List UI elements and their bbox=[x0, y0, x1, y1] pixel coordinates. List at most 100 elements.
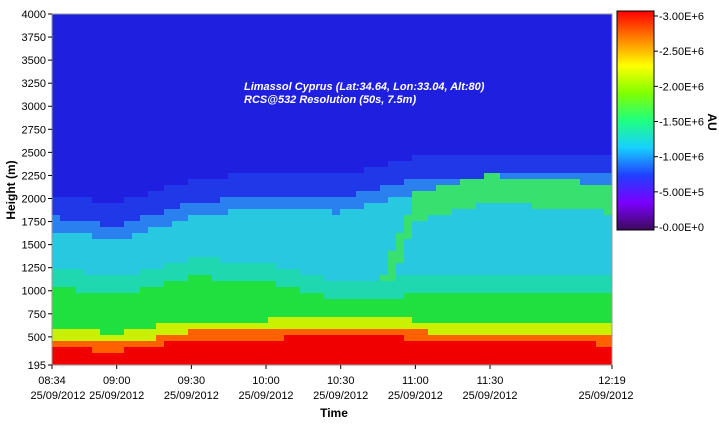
heatmap-cell bbox=[260, 329, 268, 341]
heatmap-cell bbox=[76, 341, 84, 347]
heatmap-cell bbox=[564, 275, 572, 293]
heatmap-cell bbox=[540, 155, 548, 173]
x-tick-time: 09:00 bbox=[103, 375, 131, 387]
y-axis-title: Height (m) bbox=[4, 160, 18, 219]
heatmap-cell bbox=[428, 191, 436, 215]
heatmap-cell bbox=[172, 221, 180, 263]
heatmap-cell bbox=[196, 203, 204, 215]
colorbar-tick-label: -2.50E+6 bbox=[659, 46, 704, 58]
heatmap-cell bbox=[428, 293, 436, 323]
heatmap-cell bbox=[460, 179, 468, 209]
heatmap-cell bbox=[436, 275, 444, 293]
heatmap-cell bbox=[116, 227, 124, 239]
heatmap-cell bbox=[220, 323, 228, 329]
heatmap-cell bbox=[92, 275, 100, 293]
heatmap-cell bbox=[572, 209, 580, 275]
heatmap-cell bbox=[588, 155, 596, 173]
heatmap-cell bbox=[380, 329, 388, 335]
heatmap-cell bbox=[508, 335, 516, 341]
heatmap-cell bbox=[148, 191, 156, 215]
heatmap-cell bbox=[140, 341, 148, 347]
heatmap-cell bbox=[148, 347, 156, 365]
heatmap-cell bbox=[396, 197, 404, 233]
heatmap-cell bbox=[140, 329, 148, 341]
heatmap-cell bbox=[172, 185, 180, 209]
heatmap-cell bbox=[60, 287, 68, 329]
heatmap-cell bbox=[284, 329, 292, 335]
heatmap-cell bbox=[364, 281, 372, 299]
heatmap-cell bbox=[340, 173, 348, 197]
heatmap-cell bbox=[500, 203, 508, 275]
heatmap-cell bbox=[420, 275, 428, 293]
heatmap-cell bbox=[148, 287, 156, 329]
heatmap-cell bbox=[52, 341, 60, 347]
heatmap-cell bbox=[100, 293, 108, 335]
heatmap-cell bbox=[84, 341, 92, 347]
heatmap-cell bbox=[588, 209, 596, 275]
heatmap-cell bbox=[316, 317, 324, 329]
heatmap-cell bbox=[76, 221, 84, 233]
heatmap-cell bbox=[188, 323, 196, 329]
heatmap-cell bbox=[396, 299, 404, 317]
heatmap-cell bbox=[324, 209, 332, 281]
heatmap-cell bbox=[68, 233, 76, 269]
heatmap-cell bbox=[604, 275, 612, 293]
x-tick-date: 25/09/2012 bbox=[89, 390, 144, 402]
heatmap-cell bbox=[324, 173, 332, 197]
heatmap-cell bbox=[596, 209, 604, 275]
heatmap-cell bbox=[404, 239, 412, 275]
heatmap-cell bbox=[356, 209, 364, 281]
heatmap-cell bbox=[116, 203, 124, 227]
heatmap-cell bbox=[212, 281, 220, 323]
heatmap-cell bbox=[300, 275, 308, 293]
heatmap-cell bbox=[212, 179, 220, 203]
heatmap-cell bbox=[508, 293, 516, 323]
heatmap-cell bbox=[332, 335, 340, 365]
heatmap-cell bbox=[556, 155, 564, 173]
heatmap-cell bbox=[164, 209, 172, 227]
heatmap-cell bbox=[340, 209, 348, 281]
heatmap-cell bbox=[484, 203, 492, 275]
heatmap-cell bbox=[508, 173, 516, 179]
heatmap-cell bbox=[308, 317, 316, 329]
heatmap-cell bbox=[68, 287, 76, 329]
heatmap-cell bbox=[60, 341, 68, 347]
heatmap-cell bbox=[420, 221, 428, 275]
heatmap-cell bbox=[540, 173, 548, 179]
heatmap-cell bbox=[428, 179, 436, 191]
heatmap-cell bbox=[396, 275, 404, 299]
heatmap-cell bbox=[548, 275, 556, 293]
heatmap-cell bbox=[52, 197, 60, 215]
heatmap-cell bbox=[444, 179, 452, 185]
heatmap-cell bbox=[500, 335, 508, 341]
heatmap-cell bbox=[476, 341, 484, 365]
heatmap-cell bbox=[380, 335, 388, 365]
heatmap-cell bbox=[580, 275, 588, 293]
heatmap-cell bbox=[340, 281, 348, 299]
heatmap-cell bbox=[412, 329, 420, 341]
heatmap-cell bbox=[356, 191, 364, 209]
heatmap-cell bbox=[180, 263, 188, 281]
heatmap-cell bbox=[60, 233, 68, 269]
heatmap-cell bbox=[292, 209, 300, 269]
heatmap-cell bbox=[196, 323, 204, 329]
heatmap-cell bbox=[348, 329, 356, 335]
heatmap-cell bbox=[92, 329, 100, 341]
heatmap-cell bbox=[252, 173, 260, 197]
heatmap-cell bbox=[284, 209, 292, 269]
heatmap-cell bbox=[388, 161, 396, 185]
heatmap-cell bbox=[580, 173, 588, 185]
heatmap-cell bbox=[108, 239, 116, 275]
heatmap-cell bbox=[268, 197, 276, 209]
y-tick-label: 2500 bbox=[22, 147, 46, 159]
heatmap-cell bbox=[84, 329, 92, 341]
heatmap-cell bbox=[404, 275, 412, 293]
heatmap-cell bbox=[524, 275, 532, 293]
heatmap-cell bbox=[468, 323, 476, 335]
heatmap-cell bbox=[228, 197, 236, 209]
heatmap-cell bbox=[268, 173, 276, 197]
heatmap-cell bbox=[292, 173, 300, 197]
heatmap-cell bbox=[404, 329, 412, 341]
heatmap-cell bbox=[236, 329, 244, 341]
heatmap-cell bbox=[156, 335, 164, 347]
